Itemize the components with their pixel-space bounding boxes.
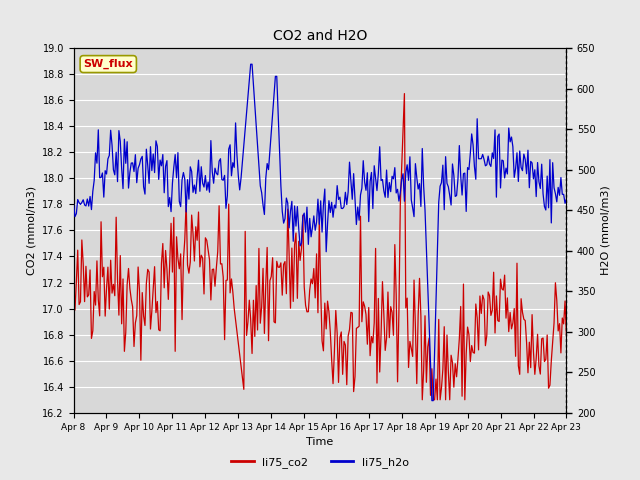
Text: SW_flux: SW_flux — [83, 59, 133, 69]
Legend: li75_co2, li75_h2o: li75_co2, li75_h2o — [227, 452, 413, 472]
X-axis label: Time: Time — [307, 437, 333, 447]
Title: CO2 and H2O: CO2 and H2O — [273, 29, 367, 43]
Y-axis label: H2O (mmol/m3): H2O (mmol/m3) — [601, 186, 611, 275]
Y-axis label: CO2 (mmol/m3): CO2 (mmol/m3) — [27, 186, 36, 275]
